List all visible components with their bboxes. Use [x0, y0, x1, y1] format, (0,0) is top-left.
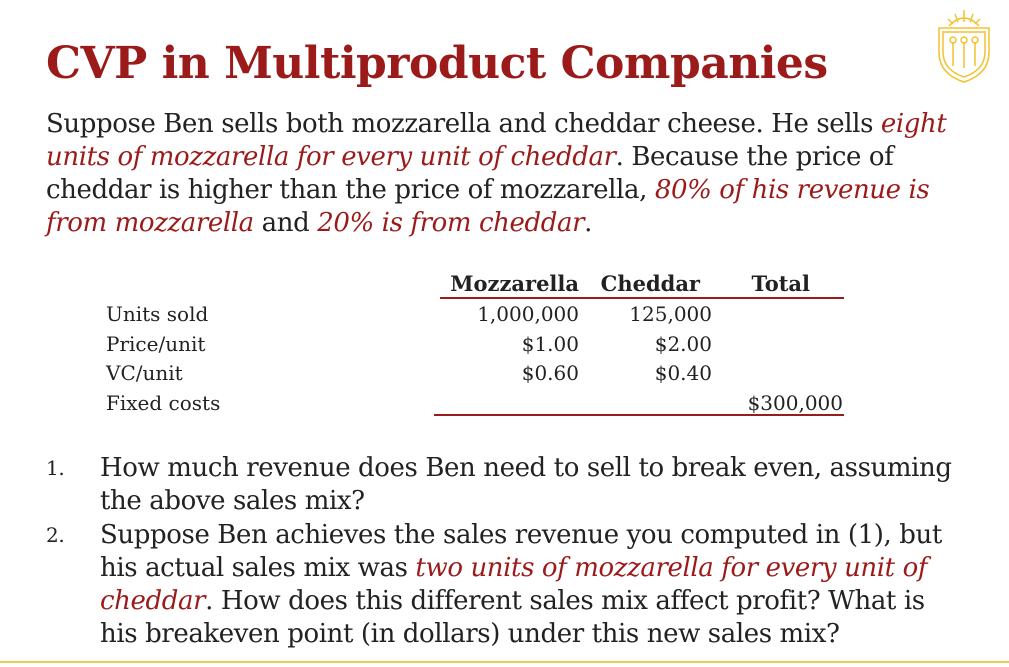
- row-label-fixed-costs: Fixed costs: [106, 391, 221, 415]
- footer-rule: [434, 414, 844, 416]
- column-header-total: Total: [751, 271, 810, 296]
- question-text: How much revenue does Ben need to sell t…: [100, 453, 952, 516]
- intro-emphasis: eight units of mozzarella for every unit…: [46, 109, 947, 172]
- row-label-vc-unit: VC/unit: [106, 361, 183, 385]
- column-header-mozzarella: Mozzarella: [450, 271, 579, 296]
- question-number: 1.: [46, 456, 65, 480]
- row-label-units-sold: Units sold: [106, 302, 209, 326]
- cell-units-mozzarella: 1,000,000: [477, 302, 579, 326]
- intro-emphasis: 80% of his revenue is from mozzarella: [46, 175, 930, 238]
- question-list: 1. How much revenue does Ben need to sell…: [46, 452, 966, 652]
- cell-fixed-costs-total: $300,000: [747, 391, 843, 415]
- row-label-price-unit: Price/unit: [106, 332, 206, 356]
- intro-text: . Because the price of cheddar is higher…: [46, 142, 894, 205]
- column-header-cheddar: Cheddar: [600, 271, 700, 296]
- cell-vc-mozzarella: $0.60: [521, 361, 579, 385]
- university-seal-icon: [938, 10, 990, 83]
- header-rule: [440, 297, 844, 299]
- question-text: Suppose Ben achieves the sales revenue y…: [100, 520, 942, 583]
- question-number: 2.: [46, 523, 65, 547]
- intro-text: .: [584, 208, 592, 238]
- cell-vc-cheddar: $0.40: [654, 361, 712, 385]
- cell-price-mozzarella: $1.00: [521, 332, 579, 356]
- question-text: . How does this different sales mix affe…: [100, 586, 925, 649]
- intro-text: Suppose Ben sells both mozzarella and ch…: [46, 109, 881, 139]
- intro-text: and: [253, 208, 318, 238]
- intro-paragraph: Suppose Ben sells both mozzarella and ch…: [46, 108, 966, 240]
- question-emphasis: two units of mozzarella for every unit o…: [100, 553, 928, 616]
- question-item: 2. Suppose Ben achieves the sales revenue…: [46, 519, 966, 651]
- cell-units-cheddar: 125,000: [629, 302, 712, 326]
- cell-price-cheddar: $2.00: [654, 332, 712, 356]
- intro-emphasis: 20% is from cheddar: [317, 208, 585, 238]
- question-item: 1. How much revenue does Ben need to sell…: [46, 452, 966, 518]
- bottom-rule: [0, 661, 1009, 663]
- slide-title: CVP in Multiproduct Companies: [46, 38, 828, 89]
